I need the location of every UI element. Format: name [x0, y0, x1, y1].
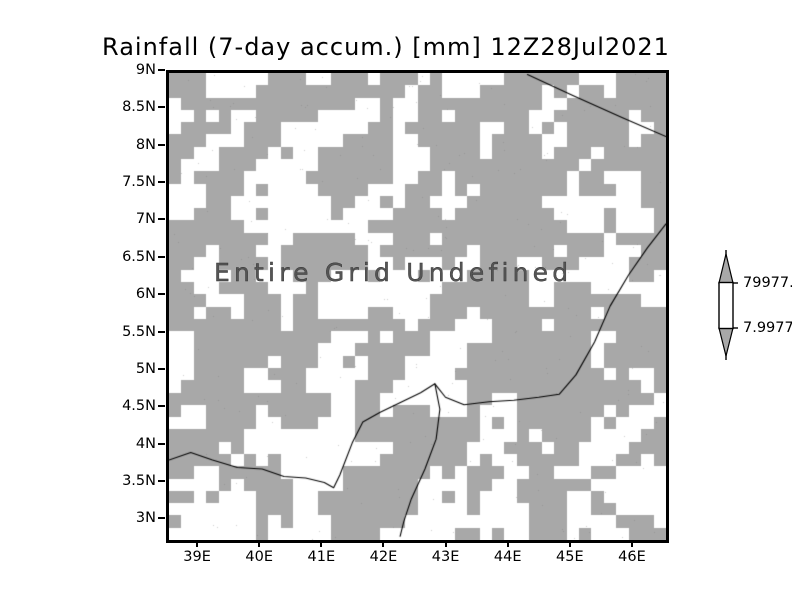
- y-tick-label: 7.5N: [122, 174, 156, 191]
- colorbar-shape: [718, 250, 738, 360]
- y-tick-label: 6.5N: [122, 248, 156, 265]
- y-tick-mark: [158, 143, 165, 146]
- y-tick-label: 8.5N: [122, 99, 156, 116]
- map-plot-area: [166, 70, 669, 543]
- colorbar-lower-label: 7.99773: [743, 320, 792, 336]
- x-tick-label: 45E: [556, 549, 584, 565]
- y-tick-label: 5.5N: [122, 323, 156, 340]
- x-tick-mark: [196, 540, 199, 547]
- y-tick-mark: [158, 106, 165, 109]
- page-title: Rainfall (7-day accum.) [mm] 12Z28Jul202…: [102, 33, 670, 61]
- y-tick-mark: [158, 479, 165, 482]
- y-tick-label: 8N: [135, 136, 156, 153]
- x-tick-mark: [630, 540, 633, 547]
- x-tick-mark: [568, 540, 571, 547]
- coastline-border-layer: [169, 73, 666, 540]
- y-tick-label: 3N: [135, 510, 156, 527]
- y-tick-mark: [158, 255, 165, 258]
- y-tick-mark: [158, 367, 165, 370]
- y-tick-label: 3.5N: [122, 472, 156, 489]
- y-tick-mark: [158, 181, 165, 184]
- y-tick-label: 7N: [135, 211, 156, 228]
- y-tick-mark: [158, 69, 165, 71]
- y-tick-label: 6N: [135, 286, 156, 303]
- x-tick-mark: [444, 540, 447, 547]
- x-tick-mark: [506, 540, 509, 547]
- y-tick-mark: [158, 405, 165, 408]
- x-tick-label: 41E: [307, 549, 336, 565]
- y-tick-label: 5N: [135, 360, 156, 377]
- y-tick-label: 4N: [135, 435, 156, 452]
- colorbar: 79977.3 7.99773: [705, 248, 792, 368]
- x-tick-label: 40E: [245, 549, 273, 565]
- y-tick-mark: [158, 442, 165, 445]
- y-tick-mark: [158, 517, 165, 520]
- x-tick-mark: [382, 540, 385, 547]
- x-tick-mark: [320, 540, 323, 547]
- y-tick-label: 9N: [135, 62, 156, 78]
- x-tick-label: 39E: [183, 549, 211, 565]
- y-tick-mark: [158, 293, 165, 296]
- y-tick-mark: [158, 218, 165, 221]
- y-tick-label: 4.5N: [122, 398, 156, 415]
- x-tick-label: 43E: [431, 549, 460, 565]
- x-tick-label: 44E: [493, 549, 522, 565]
- x-tick-label: 42E: [369, 549, 398, 565]
- x-tick-mark: [258, 540, 261, 547]
- x-tick-label: 46E: [618, 549, 646, 565]
- y-tick-mark: [158, 330, 165, 333]
- colorbar-upper-label: 79977.3: [743, 275, 792, 291]
